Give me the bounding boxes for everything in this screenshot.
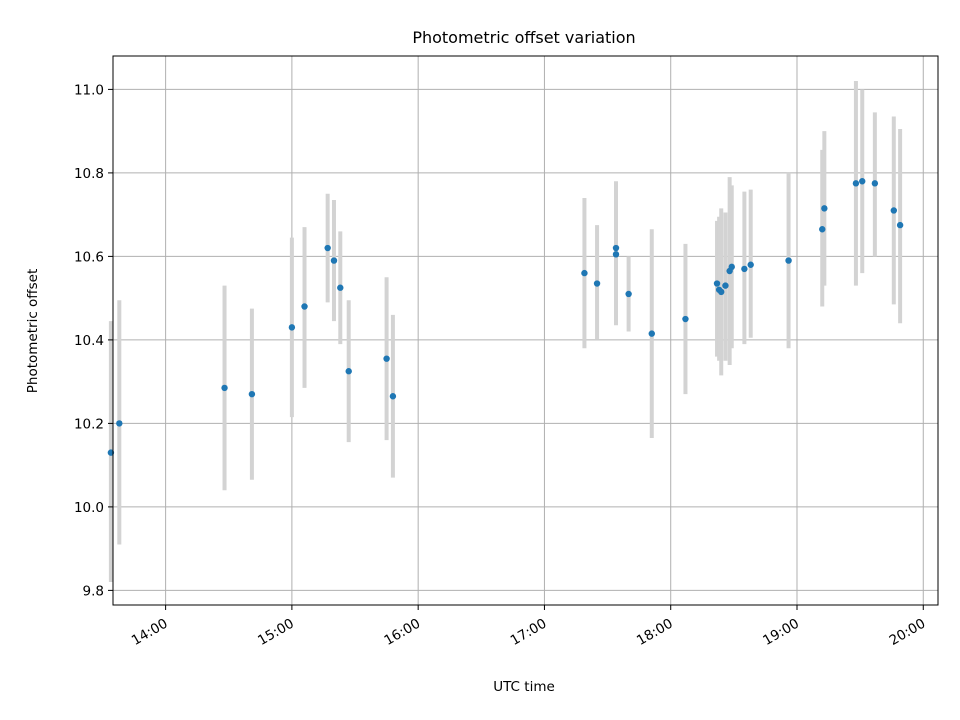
data-point (337, 284, 344, 291)
data-point (612, 244, 620, 252)
data-point (896, 221, 904, 229)
data-point (871, 180, 879, 187)
chart-title: Photometric offset variation (412, 28, 635, 47)
y-tick-label: 10.2 (74, 416, 104, 432)
data-point (819, 226, 826, 233)
data-point (713, 280, 721, 287)
data-point (248, 390, 256, 398)
data-point (728, 263, 735, 271)
data-point (383, 355, 390, 362)
data-point (345, 368, 352, 375)
data-point (747, 261, 754, 268)
y-tick-label: 11.0 (74, 82, 104, 98)
data-point (718, 288, 725, 296)
y-tick-label: 9.8 (83, 583, 104, 599)
data-point (581, 269, 588, 277)
data-point (221, 384, 228, 392)
data-point (116, 420, 123, 427)
data-point (741, 265, 748, 273)
data-point (389, 393, 397, 400)
data-point (890, 207, 898, 214)
y-tick-label: 10.4 (74, 333, 104, 349)
y-tick-label: 10.8 (74, 166, 104, 182)
data-point (859, 178, 866, 185)
data-point (625, 290, 632, 298)
x-axis-label: UTC time (493, 679, 555, 695)
data-point (722, 282, 729, 289)
data-point (612, 251, 620, 258)
data-point (301, 303, 308, 310)
data-point (821, 205, 828, 212)
data-point (682, 315, 689, 323)
y-axis-label: Photometric offset (25, 269, 41, 393)
data-point (648, 330, 655, 337)
data-point (785, 257, 792, 264)
y-tick-label: 10.6 (74, 249, 104, 265)
y-axis-ticks: 9.8 10.0 10.2 10.4 10.6 10.8 11.0 (74, 82, 113, 599)
data-point (288, 324, 296, 331)
data-point (324, 244, 331, 252)
plot-frame (112, 55, 939, 606)
y-tick-label: 10.0 (74, 500, 104, 516)
data-point (852, 180, 860, 187)
data-point (330, 257, 338, 264)
data-point (107, 449, 115, 456)
data-point (593, 280, 601, 287)
data-points (107, 178, 904, 456)
gridlines (113, 56, 938, 605)
